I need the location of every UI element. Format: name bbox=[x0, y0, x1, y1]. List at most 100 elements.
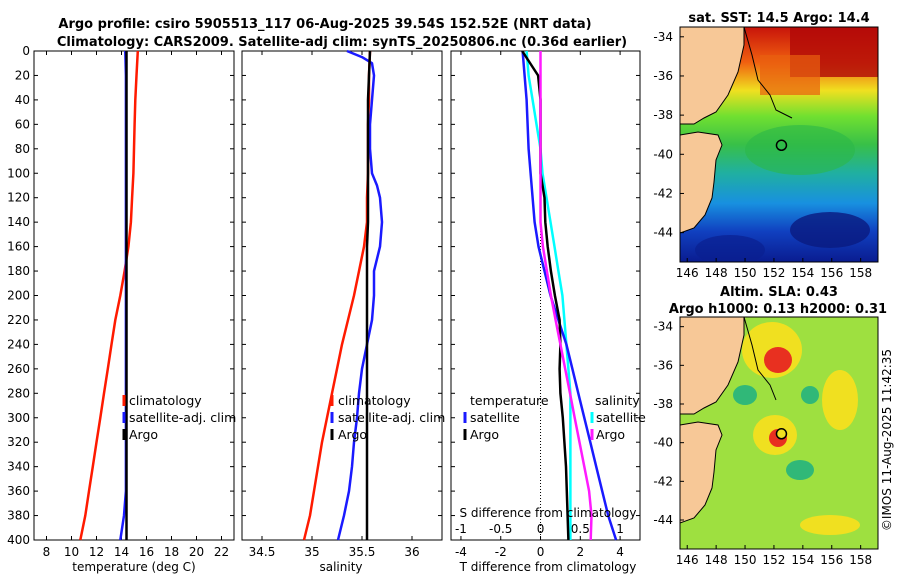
x-tick-label: -2 bbox=[495, 545, 507, 559]
lon-tick-label: 146 bbox=[676, 266, 699, 280]
lon-tick-label: 150 bbox=[734, 266, 757, 280]
x-tick-label: -4 bbox=[455, 545, 467, 559]
x-tick-label: 34.5 bbox=[249, 545, 276, 559]
lon-tick-label: 152 bbox=[762, 266, 785, 280]
sla-lat-axis: -34 -36 -38 -40 -42 -44 bbox=[653, 320, 684, 527]
lat-tick-label: -42 bbox=[653, 186, 673, 200]
sla-map-title-1: Altim. SLA: 0.43 bbox=[720, 285, 838, 300]
lat-tick-label: -34 bbox=[653, 320, 673, 334]
legend-t-argo-label: Argo bbox=[470, 427, 499, 442]
series-climatology bbox=[79, 50, 140, 541]
x-tick-label: -1 bbox=[455, 522, 467, 536]
y-tick-label: 200 bbox=[7, 289, 30, 303]
sst-lat-axis: -34 -36 -38 -40 -42 -44 bbox=[653, 30, 684, 240]
x-tick-label: 12 bbox=[89, 545, 104, 559]
lat-tick-label: -42 bbox=[653, 474, 673, 488]
sla-low-patch bbox=[733, 385, 757, 405]
x-tick-label: 2 bbox=[576, 545, 584, 559]
footer-timestamp: ©IMOS 11-Aug-2025 11:42:35 bbox=[880, 349, 894, 531]
lon-tick-label: 150 bbox=[734, 553, 757, 567]
y-tick-label: 280 bbox=[7, 386, 30, 400]
salinity-y-ticks bbox=[242, 50, 442, 541]
x-tick-label: 14 bbox=[114, 545, 129, 559]
x-tick-label: -0.5 bbox=[489, 522, 512, 536]
temperature-series bbox=[79, 50, 140, 541]
sst-map-panel: sat. SST: 14.5 Argo: 14.4 -34 -36 -38 -40 -4… bbox=[653, 11, 879, 280]
temperature-panel: 0 20 40 60 80 100 120 140 160 180 200 220 240 260 280 3… bbox=[7, 44, 236, 574]
difference-series bbox=[521, 50, 618, 541]
x-tick-label: 4 bbox=[616, 545, 624, 559]
sla-map-title-2: Argo h1000: 0.13 h2000: 0.31 bbox=[669, 302, 887, 317]
sla-low-patch bbox=[786, 460, 814, 480]
land-tasmania bbox=[680, 421, 723, 524]
salinity-diff-legend: salinity satellite Argo bbox=[590, 393, 646, 442]
sla-map-image bbox=[680, 317, 878, 549]
sst-map-title: sat. SST: 14.5 Argo: 14.4 bbox=[688, 11, 869, 26]
series-t-satellite bbox=[525, 50, 572, 540]
sla-map-frame bbox=[679, 316, 879, 550]
lon-tick-label: 154 bbox=[791, 266, 814, 280]
lat-tick-label: -36 bbox=[653, 69, 673, 83]
difference-axes bbox=[450, 50, 641, 541]
legend-argo-label: Argo bbox=[338, 427, 367, 442]
x-tick-label: 0 bbox=[537, 545, 545, 559]
difference-panel: -4 -2 0 2 4 -1 -0.5 0 0.5 1 T difference from cl… bbox=[450, 50, 646, 574]
y-tick-label: 180 bbox=[7, 264, 30, 278]
lat-tick-label: -40 bbox=[653, 436, 673, 450]
y-tick-label: 320 bbox=[7, 435, 30, 449]
argo-float-marker bbox=[775, 139, 788, 152]
y-tick-label: 360 bbox=[7, 484, 30, 498]
difference-xlabel: T difference from climatology bbox=[459, 560, 637, 574]
legend-satellite-label: satellite-adj. clim bbox=[129, 410, 236, 425]
y-tick-label: 300 bbox=[7, 411, 30, 425]
x-tick-label: 8 bbox=[43, 545, 51, 559]
y-tick-label: 60 bbox=[15, 117, 30, 131]
x-tick-label: 36 bbox=[404, 545, 419, 559]
series-s-argo bbox=[539, 51, 593, 541]
lon-tick-label: 158 bbox=[849, 266, 872, 280]
sla-map-panel: Altim. SLA: 0.43 Argo h1000: 0.13 h2000:… bbox=[653, 285, 887, 567]
temperature-xlabel: temperature (deg C) bbox=[72, 560, 195, 574]
lon-tick-label: 146 bbox=[676, 553, 699, 567]
sst-warm-patch bbox=[760, 55, 820, 95]
x-tick-label: 16 bbox=[139, 545, 154, 559]
legend-s-satellite-label: satellite bbox=[596, 410, 646, 425]
lon-tick-label: 156 bbox=[820, 266, 843, 280]
lon-tick-label: 148 bbox=[705, 266, 728, 280]
legend-climatology-label: climatology bbox=[338, 393, 411, 408]
salinity-x-axis: 34.5 35 35.5 36 bbox=[249, 51, 420, 559]
salinity-xlabel: salinity bbox=[319, 560, 362, 574]
salinity-axes bbox=[241, 50, 443, 541]
difference-top-axis: -1-0.500.51 bbox=[455, 522, 624, 536]
figure-title-line-2: Climatology: CARS2009. Satellite-adj cli… bbox=[57, 35, 627, 50]
land-mainland bbox=[680, 317, 745, 415]
lat-tick-label: -38 bbox=[653, 397, 673, 411]
sst-map-frame bbox=[679, 26, 879, 263]
legend-s-argo-label: Argo bbox=[596, 427, 625, 442]
shelf-contour bbox=[743, 27, 793, 119]
series-argo bbox=[365, 50, 372, 540]
y-tick-label: 220 bbox=[7, 313, 30, 327]
difference-top-xlabel: S difference from climatology bbox=[460, 506, 637, 520]
lon-tick-label: 154 bbox=[791, 553, 814, 567]
temperature-legend: climatology satellite-adj. clim Argo bbox=[122, 393, 236, 442]
sla-high-core bbox=[764, 347, 792, 373]
lat-tick-label: -38 bbox=[653, 108, 673, 122]
salinity-panel: 34.5 35 35.5 36 salinity climatology satell… bbox=[241, 49, 445, 574]
difference-y-ticks bbox=[451, 50, 640, 541]
lon-tick-label: 158 bbox=[849, 553, 872, 567]
temperature-x-axis: 8 10 12 14 16 18 20 22 bbox=[43, 51, 229, 559]
sla-low-patch bbox=[801, 386, 819, 404]
figure-title-line-1: Argo profile: csiro 5905513_117 06-Aug-2… bbox=[58, 17, 591, 32]
x-tick-label: 35.5 bbox=[349, 545, 376, 559]
x-tick-label: 1 bbox=[616, 522, 624, 536]
y-tick-label: 140 bbox=[7, 215, 30, 229]
x-tick-label: 18 bbox=[164, 545, 179, 559]
y-tick-label: 340 bbox=[7, 460, 30, 474]
legend-temperature-title: temperature bbox=[470, 393, 549, 408]
lon-tick-label: 152 bbox=[762, 553, 785, 567]
sla-high-patch bbox=[822, 370, 858, 430]
lon-tick-label: 148 bbox=[705, 553, 728, 567]
salinity-series bbox=[302, 49, 384, 541]
